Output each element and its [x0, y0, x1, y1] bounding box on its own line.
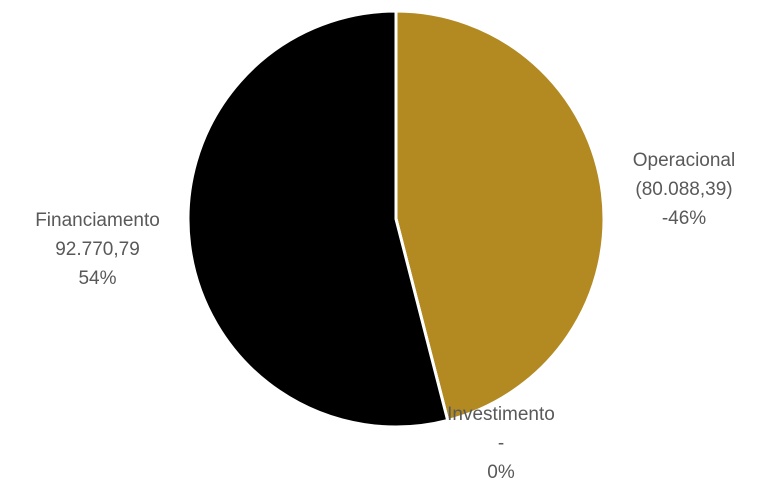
- label-operacional-percent: -46%: [661, 208, 707, 229]
- label-financiamento-value: 92.770,79: [55, 239, 140, 260]
- pie-slices: [186, 9, 606, 429]
- label-operacional-name: Operacional: [632, 150, 736, 171]
- label-investimento-name: Investimento: [447, 404, 555, 425]
- pie-slice-operacional: [394, 9, 606, 422]
- label-investimento-value: -: [497, 433, 505, 454]
- label-financiamento: Financiamento 92.770,79 54%: [20, 206, 175, 293]
- label-financiamento-percent: 54%: [78, 268, 117, 289]
- label-financiamento-name: Financiamento: [35, 210, 160, 231]
- label-investimento-percent: 0%: [487, 462, 515, 483]
- label-operacional-value: (80.088,39): [635, 179, 733, 200]
- label-investimento: Investimento - 0%: [436, 400, 566, 487]
- pie-slice-financiamento: [186, 9, 450, 429]
- label-operacional: Operacional (80.088,39) -46%: [619, 146, 749, 233]
